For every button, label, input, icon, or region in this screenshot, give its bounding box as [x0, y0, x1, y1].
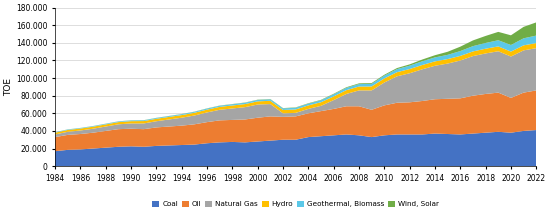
Y-axis label: TOE: TOE — [4, 78, 13, 96]
Legend: Coal, Oil, Natural Gas, Hydro, Geothermal, Biomass, Wind, Solar: Coal, Oil, Natural Gas, Hydro, Geotherma… — [150, 198, 442, 210]
